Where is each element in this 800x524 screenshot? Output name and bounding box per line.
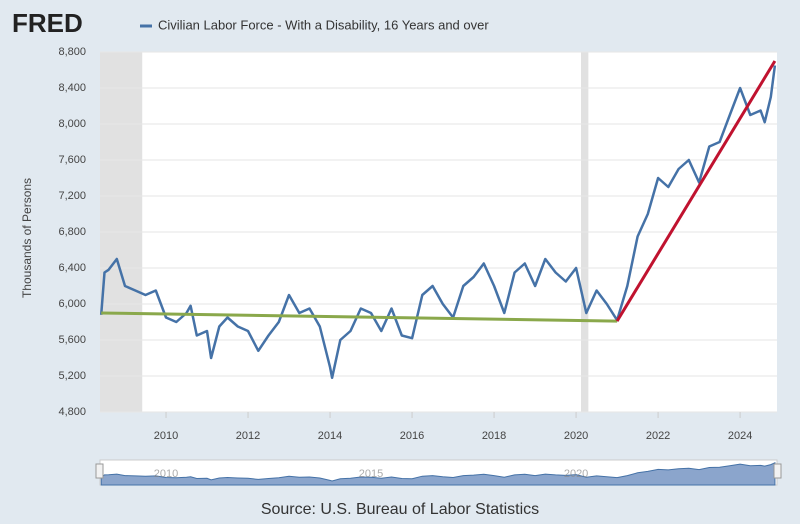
- y-tick-label: 7,200: [58, 190, 86, 202]
- navigator-handle-left: [95, 463, 104, 479]
- y-tick-label: 4,800: [58, 406, 86, 418]
- y-tick-label: 6,000: [58, 298, 86, 310]
- x-tick-label: 2020: [564, 430, 588, 442]
- navigator-handle-right: [773, 463, 782, 479]
- y-tick-label: 8,000: [58, 118, 86, 130]
- y-tick-label: 6,800: [58, 226, 86, 238]
- y-axis-label: Thousands of Persons: [20, 178, 34, 298]
- navigator-area: [100, 462, 776, 486]
- y-tick-label: 5,600: [58, 334, 86, 346]
- navigator-tick-label: 2015: [359, 468, 383, 480]
- y-tick-label: 8,400: [58, 82, 86, 94]
- logo: FRED: [12, 8, 83, 38]
- trend-line: [101, 311, 618, 323]
- y-tick-label: 8,800: [58, 46, 86, 58]
- x-tick-label: 2024: [728, 430, 752, 442]
- x-tick-label: 2012: [236, 430, 260, 442]
- series-line: [99, 65, 777, 380]
- y-tick-label: 6,400: [58, 262, 86, 274]
- x-tick-label: 2014: [318, 430, 342, 442]
- x-tick-label: 2010: [154, 430, 178, 442]
- x-tick-label: 2022: [646, 430, 670, 442]
- x-tick-label: 2016: [400, 430, 424, 442]
- navigator-tick-label: 2020: [564, 468, 588, 480]
- trend-line: [615, 60, 777, 322]
- legend-label: Civilian Labor Force - With a Disability…: [158, 17, 489, 32]
- x-tick-label: 2018: [482, 430, 506, 442]
- navigator-tick-label: 2010: [154, 468, 178, 480]
- y-tick-label: 5,200: [58, 370, 86, 382]
- y-tick-label: 7,600: [58, 154, 86, 166]
- source: Source: U.S. Bureau of Labor Statistics: [261, 501, 539, 518]
